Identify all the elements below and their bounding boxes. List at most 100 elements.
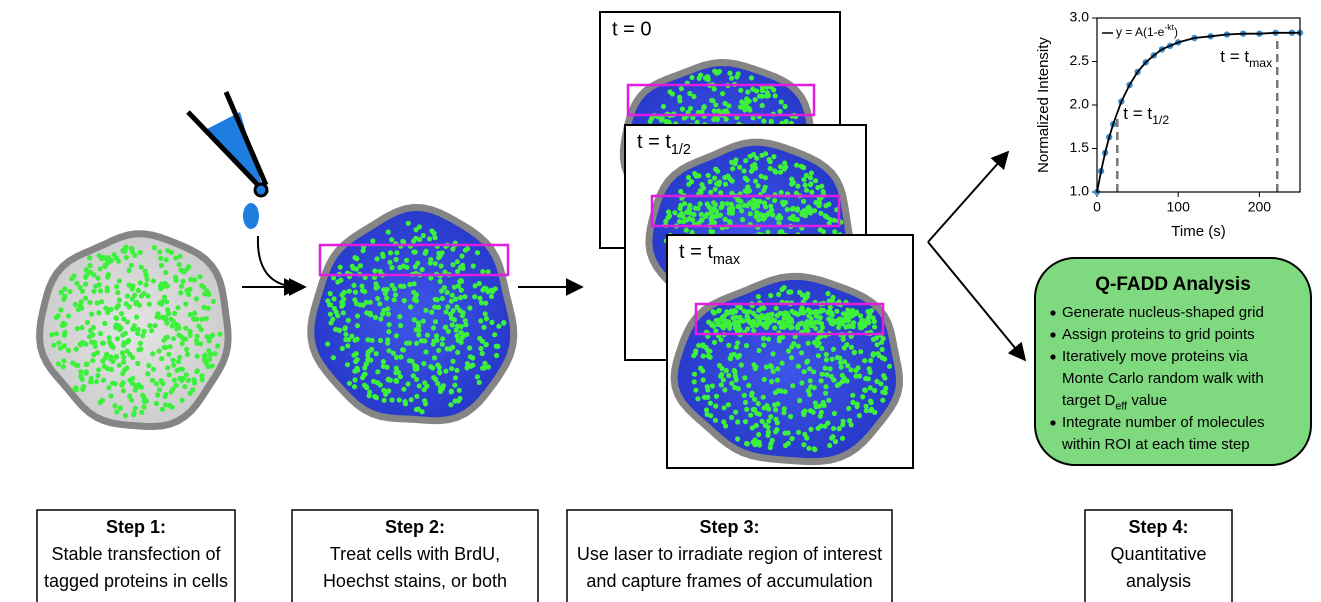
protein	[58, 307, 63, 312]
protein	[722, 387, 727, 392]
protein	[494, 344, 499, 349]
protein	[866, 315, 871, 320]
protein	[471, 263, 476, 268]
protein	[335, 279, 340, 284]
protein	[133, 387, 138, 392]
protein	[871, 337, 876, 342]
protein	[416, 407, 421, 412]
protein	[178, 290, 183, 295]
protein	[746, 383, 751, 388]
protein	[761, 119, 766, 124]
protein	[733, 161, 738, 166]
protein	[100, 398, 105, 403]
bullet	[1050, 310, 1055, 315]
frame-label: t = 0	[612, 18, 651, 40]
protein	[81, 384, 86, 389]
protein	[858, 349, 863, 354]
protein	[741, 168, 746, 173]
protein	[146, 363, 151, 368]
protein	[424, 249, 429, 254]
protein	[359, 284, 364, 289]
protein	[809, 316, 814, 321]
protein	[715, 319, 720, 324]
protein	[159, 263, 164, 268]
protein	[742, 309, 747, 314]
protein	[121, 359, 126, 364]
protein	[343, 332, 348, 337]
protein	[139, 410, 144, 415]
protein	[328, 312, 333, 317]
protein	[749, 75, 754, 80]
protein	[804, 188, 809, 193]
protein	[762, 377, 767, 382]
analysis-item: Iteratively move proteins via	[1062, 348, 1249, 365]
protein	[812, 447, 817, 452]
protein	[61, 358, 66, 363]
protein	[689, 75, 694, 80]
protein	[480, 351, 485, 356]
protein	[753, 366, 758, 371]
protein	[797, 322, 802, 327]
protein	[383, 392, 388, 397]
legend-label: y = A(1-e-kt)	[1116, 22, 1178, 39]
protein	[762, 200, 767, 205]
protein	[201, 285, 206, 290]
protein	[693, 388, 698, 393]
protein	[721, 377, 726, 382]
protein	[710, 309, 715, 314]
protein	[838, 360, 843, 365]
protein	[183, 301, 188, 306]
protein	[736, 319, 741, 324]
protein	[158, 256, 163, 261]
protein	[678, 189, 683, 194]
protein	[857, 413, 862, 418]
protein	[847, 418, 852, 423]
protein	[808, 384, 813, 389]
protein	[722, 405, 727, 410]
protein	[370, 338, 375, 343]
protein	[431, 341, 436, 346]
protein	[739, 362, 744, 367]
protein	[871, 315, 876, 320]
protein	[134, 315, 139, 320]
protein	[684, 228, 689, 233]
arrow	[928, 242, 1025, 360]
protein	[870, 353, 875, 358]
protein	[389, 265, 394, 270]
protein	[852, 350, 857, 355]
protein	[823, 213, 828, 218]
protein	[833, 439, 838, 444]
protein	[165, 335, 170, 340]
protein	[745, 326, 750, 331]
protein	[451, 308, 456, 313]
protein	[740, 217, 745, 222]
protein	[175, 305, 180, 310]
protein	[436, 348, 441, 353]
protein	[732, 308, 737, 313]
protein	[440, 296, 445, 301]
protein	[761, 336, 766, 341]
protein	[695, 206, 700, 211]
protein	[133, 406, 138, 411]
protein	[132, 253, 137, 258]
protein	[207, 357, 212, 362]
protein	[678, 206, 683, 211]
protein	[406, 221, 411, 226]
protein	[199, 317, 204, 322]
protein	[96, 367, 101, 372]
protein	[779, 190, 784, 195]
protein	[751, 206, 756, 211]
protein	[142, 404, 147, 409]
protein	[414, 227, 419, 232]
protein	[102, 364, 107, 369]
protein	[192, 277, 197, 282]
protein	[183, 337, 188, 342]
protein	[755, 439, 760, 444]
protein	[371, 379, 376, 384]
protein	[760, 103, 765, 108]
protein	[378, 338, 383, 343]
protein	[824, 357, 829, 362]
protein	[756, 294, 761, 299]
protein	[131, 412, 136, 417]
protein	[401, 347, 406, 352]
